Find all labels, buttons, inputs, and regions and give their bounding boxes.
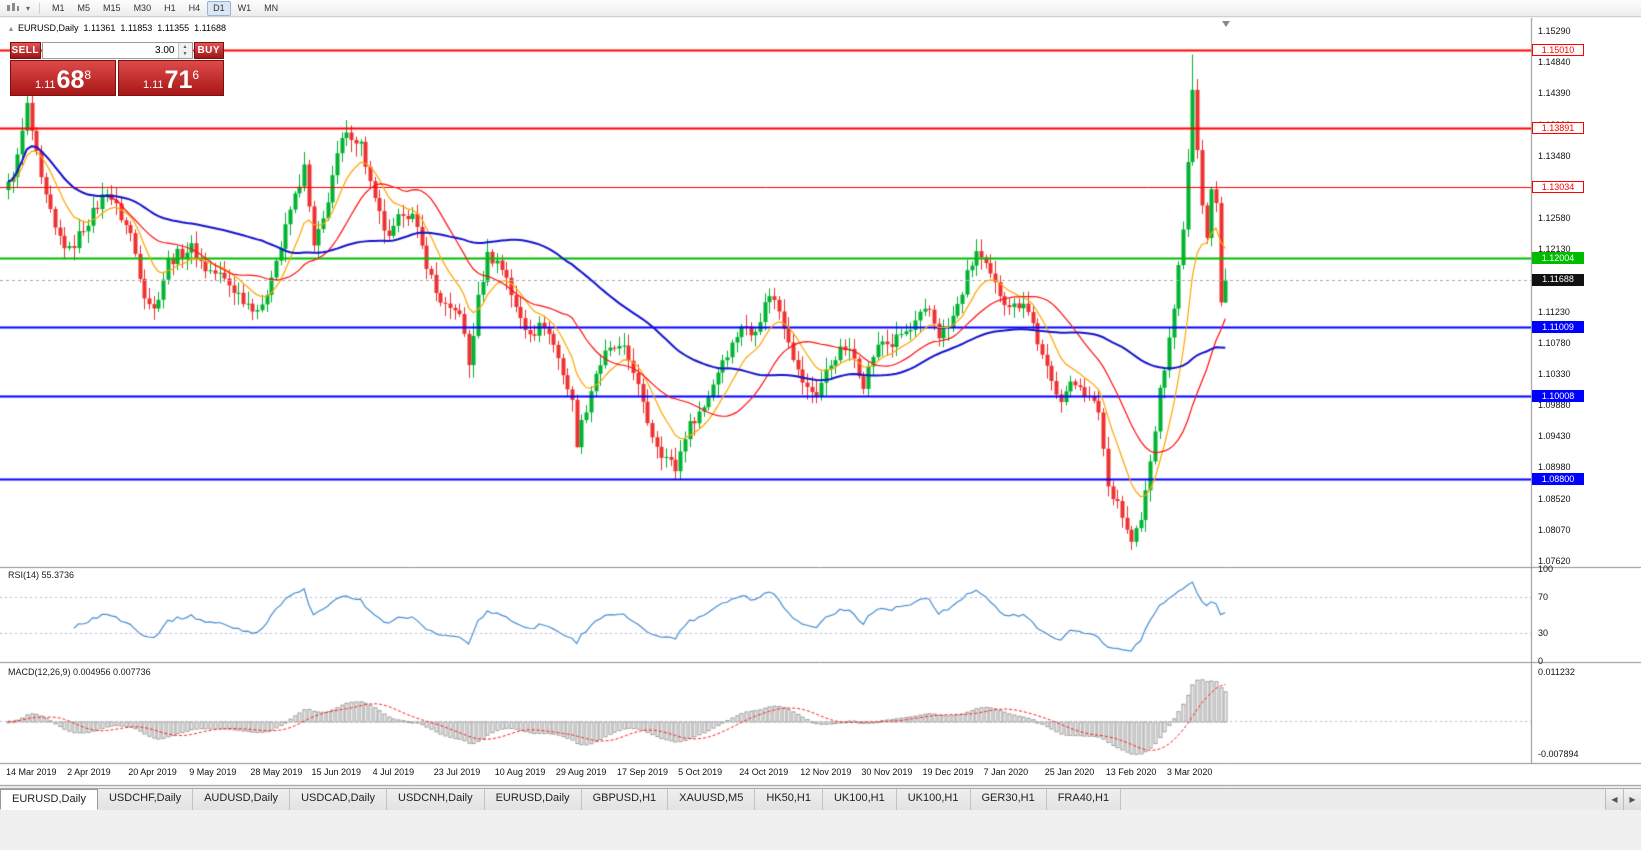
ohlc-close: 1.11688 — [194, 23, 227, 33]
ohlc-low: 1.11355 — [157, 23, 190, 33]
volume-stepper: ▲ ▼ — [177, 43, 192, 58]
timeframe-button-h1[interactable]: H1 — [164, 2, 176, 13]
symbol-tab-0[interactable]: EURUSD,Daily — [0, 789, 98, 810]
tab-scroll-right-icon[interactable]: ▶ — [1623, 789, 1641, 810]
chart-shift-marker[interactable] — [1222, 21, 1230, 27]
bid-price-panel[interactable]: 1.11 68 8 — [10, 60, 116, 96]
rsi-indicator-label: RSI(14) 55.3736 — [8, 570, 75, 580]
ohlc-open: 1.11361 — [83, 23, 116, 33]
symbol-tab-8[interactable]: HK50,H1 — [755, 789, 823, 810]
symbol-tab-2[interactable]: AUDUSD,Daily — [193, 789, 291, 810]
volume-box: ▲ ▼ — [41, 42, 193, 59]
macd-indicator-label: MACD(12,26,9) 0.004956 0.007736 — [8, 667, 151, 677]
timeframe-button-m15[interactable]: M15 — [103, 2, 121, 13]
chart-type-icon[interactable] — [4, 2, 22, 14]
timeframe-button-group: M1 M5 M15 M30 H1 H4 D1 W1 MN — [46, 0, 284, 16]
timeframe-button-m5[interactable]: M5 — [77, 2, 91, 13]
timeframe-button-w1[interactable]: W1 — [237, 2, 252, 13]
symbol-tab-10[interactable]: UK100,H1 — [896, 789, 971, 810]
timeframe-button-m1[interactable]: M1 — [52, 2, 65, 13]
symbol-tab-1[interactable]: USDCHF,Daily — [97, 789, 194, 810]
sell-button[interactable]: SELL — [10, 42, 41, 59]
toolbar-separator — [39, 2, 41, 14]
chart-tab-bar: EURUSD,Daily USDCHF,Daily AUDUSD,Daily USDC… — [0, 788, 1641, 810]
bid-price-pips: 68 — [56, 66, 85, 94]
tab-scroll-left-icon[interactable]: ◀ — [1605, 789, 1623, 810]
volume-down-icon[interactable]: ▼ — [178, 50, 192, 58]
volume-up-icon[interactable]: ▲ — [178, 43, 192, 51]
timeframe-button-mn[interactable]: MN — [264, 2, 279, 13]
macd-scale-bottom-label: -0.007894 — [1538, 749, 1579, 759]
chart-symbol-label: EURUSD,Daily — [18, 23, 79, 33]
ask-price-prefix: 1.11 — [142, 79, 164, 91]
ask-price-pips: 71 — [164, 66, 193, 94]
bid-price-point: 8 — [84, 68, 92, 82]
timeframe-button-d1[interactable]: D1 — [207, 0, 231, 16]
symbol-tab-5[interactable]: EURUSD,Daily — [484, 789, 582, 810]
symbol-tab-4[interactable]: USDCNH,Daily — [387, 789, 485, 810]
symbol-tab-3[interactable]: USDCAD,Daily — [290, 789, 388, 810]
ask-price-point: 6 — [192, 68, 200, 82]
symbol-tab-6[interactable]: GBPUSD,H1 — [581, 789, 669, 810]
chart-tabs: EURUSD,Daily USDCHF,Daily AUDUSD,Daily USDC… — [0, 789, 1122, 810]
chart-header: ▴ EURUSD,Daily 1.11361 1.11853 1.11355 1… — [9, 23, 226, 33]
timeframe-button-m30[interactable]: M30 — [133, 2, 152, 13]
chart-type-dropdown-caret-icon[interactable]: ▾ — [26, 3, 31, 13]
symbol-tab-7[interactable]: XAUUSD,M5 — [668, 789, 756, 810]
macd-scale-top-label: 0.011232 — [1538, 667, 1575, 677]
top-toolbar: ▾ M1 M5 M15 M30 H1 H4 D1 W1 MN — [0, 0, 1641, 17]
one-click-trading-widget: SELL ▲ ▼ BUY 1.11 68 8 1.11 71 6 — [10, 42, 224, 96]
buy-button[interactable]: BUY — [193, 42, 224, 59]
symbol-tab-11[interactable]: GER30,H1 — [970, 789, 1047, 810]
collapse-triangle-icon[interactable]: ▴ — [9, 23, 14, 33]
ask-price-panel[interactable]: 1.11 71 6 — [118, 60, 224, 96]
tab-scroll-controls: ◀ ▶ — [1605, 789, 1641, 810]
symbol-tab-12[interactable]: FRA40,H1 — [1046, 789, 1122, 810]
ohlc-high: 1.11853 — [120, 23, 153, 33]
symbol-tab-9[interactable]: UK100,H1 — [822, 789, 897, 810]
volume-input[interactable] — [42, 43, 178, 58]
timeframe-button-h4[interactable]: H4 — [188, 2, 201, 13]
bid-price-prefix: 1.11 — [34, 79, 56, 91]
